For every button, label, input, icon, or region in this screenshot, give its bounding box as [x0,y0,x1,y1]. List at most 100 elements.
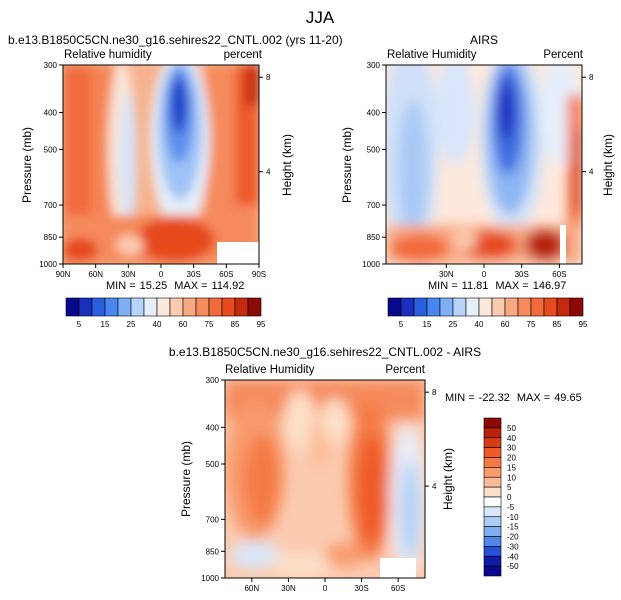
panel2-xtick-label: 30S [515,270,529,279]
panel-airs-ylabel: Pressure (mb) [340,127,354,203]
panel-model-max: 114.92 [212,280,245,292]
panel-airs-right-label: Percent [543,49,583,61]
panel3-ytick-label: 500 [206,460,220,469]
panel-model: b.e13.B1850C5CN.ne30_g16.sehires22_CNTL.… [8,33,343,292]
panel2-ytick-label: 400 [367,109,381,118]
panel2-xtick-label: 60S [552,270,566,279]
panel-model-left-label: Relative humidity [64,49,152,61]
panel3-xtick-label: 30S [354,584,368,593]
panel2-ytick-label: 850 [367,233,381,242]
colorbar-box [465,297,480,317]
colorbar-label: -5 [507,503,515,512]
colorbar-box [182,297,197,317]
colorbar-label: 5 [77,320,82,329]
colorbar-box [195,297,210,317]
colorbar-label: -20 [507,533,519,542]
panel2-ytick-label: 300 [367,61,381,70]
colorbar-label: 25 [449,320,458,329]
panel1-xtick-label: 60N [88,270,103,279]
panel-airs-min-label: MIN = [428,280,458,292]
colorbar-label: 60 [501,320,510,329]
panel-diff-title: b.e13.B1850C5CN.ne30_g16.sehires22_CNTL.… [169,345,481,359]
panel-diff: b.e13.B1850C5CN.ne30_g16.sehires22_CNTL.… [169,345,582,593]
panel2-xtick-label: 30N [439,270,454,279]
colorbar-label: -15 [507,523,519,532]
colorbar-box [543,297,558,317]
panel-diff-min: -22.32 [479,392,510,404]
panel1-xtick-label: 0 [159,270,164,279]
colorbar-box [104,297,119,317]
colorbar-box [169,297,184,317]
panel1-ytick-label: 500 [44,145,58,154]
panel-diff-y2label: Height (km) [441,448,455,510]
colorbar-label: 50 [507,424,516,433]
colorbar-box [143,297,158,317]
colorbar-label: 40 [507,434,516,443]
panel-model-ylabel: Pressure (mb) [20,127,34,203]
colorbar-box [91,297,106,317]
colorbar-box [483,526,502,537]
panel-model-min: 15.25 [140,280,168,292]
colorbar-box [483,506,502,518]
colorbar-label: 40 [475,320,484,329]
colorbar-label: 40 [153,320,162,329]
panel3-ytick-label: 700 [206,515,220,524]
colorbar-label: 0 [507,493,512,502]
panel-airs-min: 11.81 [462,280,489,292]
panel-diff-left-label: Relative Humidity [225,364,315,376]
colorbar-box [117,297,132,317]
panel3-xtick-label: 0 [323,584,328,593]
panel3-ytick-label: 400 [206,423,220,432]
colorbar-label: 15 [507,463,516,472]
colorbar-box [569,297,584,317]
colorbar-label: 10 [507,473,516,482]
colorbar-box [483,457,502,468]
colorbar-box [483,516,502,527]
panel2-y2tick-label: 4 [589,168,594,177]
panel3-y2tick-label: 8 [432,388,437,397]
panel-diff-ylabel: Pressure (mb) [179,441,193,517]
colorbar-box [483,427,502,439]
colorbar-label: 20 [507,454,516,463]
panel1-ytick-label: 400 [44,109,58,118]
panel-model-title: b.e13.B1850C5CN.ne30_g16.sehires22_CNTL.… [8,33,343,47]
panel2-ytick-label: 700 [367,201,381,210]
colorbar-box [483,467,502,478]
colorbar-label: -10 [507,513,519,522]
panel-airs: AIRS Relative Humidity Percent [340,33,615,292]
panel1-xtick-label: 30S [187,270,201,279]
colorbar-label: 95 [579,320,588,329]
colorbar-box [530,297,545,317]
colorbar-label: 15 [423,320,432,329]
panel-airs-max-label: MAX = [495,280,528,292]
panel3-ytick-label: 1000 [201,574,219,583]
panel-model-y2label: Height (km) [280,134,294,196]
panel3-ytick-label: 300 [206,376,220,385]
colorbar-box [483,555,502,567]
colorbar-label: 5 [507,483,512,492]
colorbar-model: 5 15 25 40 60 75 85 95 [65,297,266,329]
panel-model-min-label: MIN = [106,280,136,292]
colorbar-label: 5 [399,320,404,329]
colorbar-box [491,297,506,317]
panel1-xtick-label: 90N [56,270,71,279]
panel1-ytick-label: 1000 [39,260,57,269]
panel1-xtick-label: 60S [219,270,233,279]
panel2-ytick-label: 500 [367,145,381,154]
colorbar-box [208,297,223,317]
panel-airs-left-label: Relative Humidity [387,49,477,61]
colorbar-box [400,297,415,317]
panel1-y2tick-label: 4 [266,168,271,177]
colorbar-box [156,297,171,317]
panel1-ytick-label: 850 [44,233,58,242]
colorbar-box [426,297,441,317]
colorbar-box [483,486,502,498]
panel-airs-y2label: Height (km) [601,134,615,196]
panel1-xtick-label: 90S [252,270,266,279]
panel-airs-title: AIRS [470,33,498,47]
panel-model-right-label: percent [224,49,263,61]
colorbar-box [439,297,454,317]
colorbar-box [483,536,502,547]
panel-model-stats: MIN = 15.25 MAX = 114.92 [106,280,244,292]
